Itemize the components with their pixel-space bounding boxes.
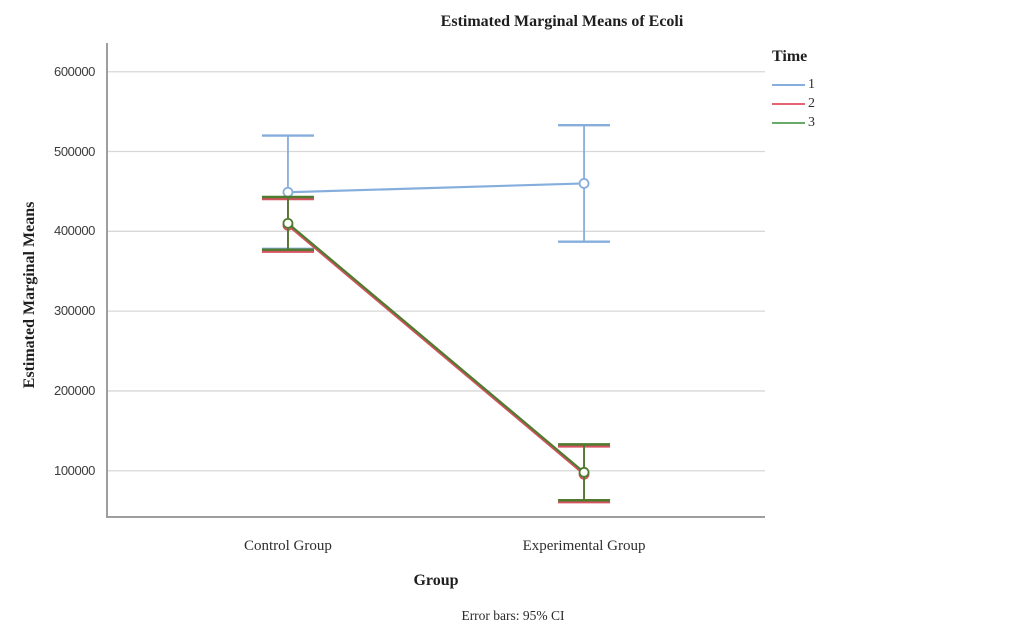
series-line-1 <box>287 182 585 194</box>
y-tick-label: 400000 <box>54 223 95 239</box>
series-line-3 <box>287 222 585 474</box>
legend-item-3: 3 <box>772 113 815 132</box>
y-tick-label: 200000 <box>54 382 95 398</box>
chart-title: Estimated Marginal Means of Ecoli <box>440 13 684 30</box>
legend-line-swatch <box>772 121 805 124</box>
error-bars-note: Error bars: 95% CI <box>461 608 565 623</box>
legend-title: Time <box>772 48 808 65</box>
legend-line-swatch <box>772 83 805 86</box>
data-point-marker <box>282 186 294 198</box>
series-line-2 <box>287 224 585 476</box>
x-axis-title: Group <box>413 572 459 589</box>
legend-item-1: 1 <box>772 75 815 94</box>
data-point-marker <box>282 217 294 229</box>
data-point-marker <box>578 466 590 478</box>
data-point-marker <box>578 178 590 189</box>
y-tick-label: 600000 <box>54 63 95 79</box>
y-tick-label: 500000 <box>54 143 95 159</box>
x-category-label: Experimental Group <box>522 538 646 554</box>
y-tick-label: 100000 <box>54 462 95 478</box>
legend-item-2: 2 <box>772 94 815 113</box>
legend-items: 1 2 3 <box>772 75 815 132</box>
legend-item-label: 3 <box>808 114 815 130</box>
y-tick-label: 300000 <box>54 303 95 319</box>
legend-line-swatch <box>772 102 805 105</box>
y-axis-tick-labels: 100000 200000 300000 400000 500000 600000 <box>0 0 100 642</box>
legend-item-label: 1 <box>808 76 815 92</box>
x-category-label: Control Group <box>243 538 332 554</box>
legend-item-label: 2 <box>808 95 815 111</box>
legend: Time 1 2 3 <box>772 48 815 132</box>
